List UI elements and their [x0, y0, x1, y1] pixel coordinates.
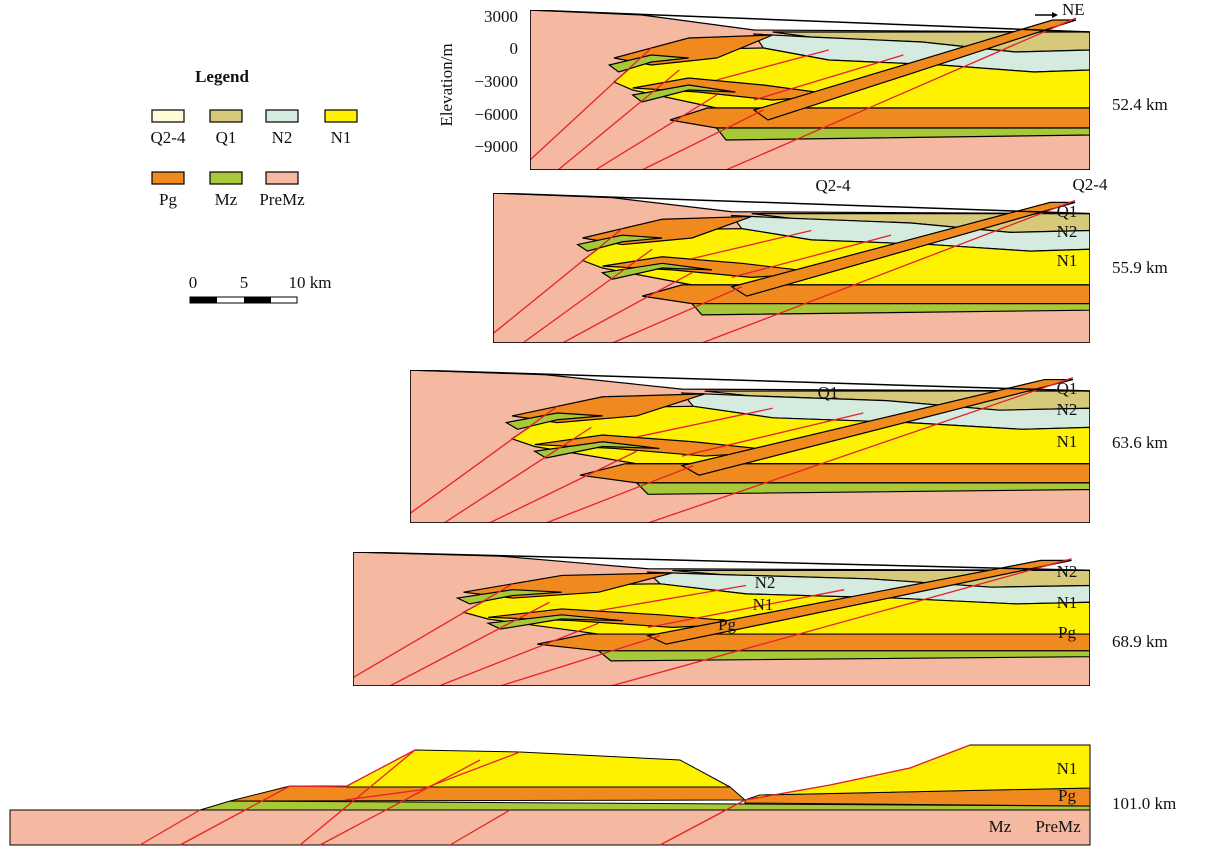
- legend-swatch: [152, 172, 184, 184]
- axis-tick: −6000: [474, 105, 518, 124]
- legend-swatch: [210, 172, 242, 184]
- scale-label: 0: [189, 273, 198, 292]
- unit-label: Mz: [989, 817, 1012, 836]
- unit-label: N2: [1057, 222, 1078, 241]
- legend-label: Q2-4: [151, 128, 186, 147]
- legend-swatch: [266, 110, 298, 122]
- legend-label: PreMz: [259, 190, 305, 209]
- unit-label: Q1: [1057, 379, 1078, 398]
- section-distance: 52.4 km: [1112, 95, 1168, 114]
- legend-label: N2: [272, 128, 293, 147]
- unit-label: Pg: [1058, 786, 1076, 805]
- legend-label: Q1: [216, 128, 237, 147]
- legend-swatch: [210, 110, 242, 122]
- direction-label: NE: [1062, 0, 1085, 19]
- legend-swatch: [152, 110, 184, 122]
- section-distance: 63.6 km: [1112, 433, 1168, 452]
- cross-section: [410, 370, 1090, 523]
- section-distance: 68.9 km: [1112, 632, 1168, 651]
- unit-label: N1: [753, 595, 774, 614]
- legend-label: Pg: [159, 190, 177, 209]
- cross-section: [10, 745, 1090, 845]
- unit-label: N1: [1057, 593, 1078, 612]
- section-distance: 101.0 km: [1112, 794, 1176, 813]
- section-distance: 55.9 km: [1112, 258, 1168, 277]
- scale-label: 10 km: [289, 273, 332, 292]
- unit-label: N2: [1057, 400, 1078, 419]
- axis-tick: 3000: [484, 7, 518, 26]
- unit-label: Q1: [818, 383, 839, 402]
- cross-section: [530, 10, 1090, 170]
- unit-label: N1: [1057, 251, 1078, 270]
- unit-label: N1: [1057, 759, 1078, 778]
- axis-tick: −9000: [474, 137, 518, 156]
- unit-label: N2: [1057, 562, 1078, 581]
- unit-label: Q2-4: [1073, 175, 1108, 194]
- arrow-head: [1052, 12, 1058, 18]
- unit-label: N1: [1057, 432, 1078, 451]
- legend-title: Legend: [195, 67, 249, 86]
- legend-swatch: [325, 110, 357, 122]
- scale-bar: [190, 297, 297, 303]
- scale-label: 5: [240, 273, 249, 292]
- unit-label: PreMz: [1035, 817, 1081, 836]
- axis-tick: −3000: [474, 72, 518, 91]
- axis-label: Elevation/m: [437, 43, 456, 126]
- unit-label: Q2-4: [816, 176, 851, 195]
- unit-label: Q1: [1057, 202, 1078, 221]
- legend-label: N1: [331, 128, 352, 147]
- diagram: Legend Q2-4 Q1 N2 N1 Pg Mz PreMz 0 5 10 …: [0, 0, 1216, 846]
- legend-label: Mz: [215, 190, 238, 209]
- cross-section: [493, 193, 1090, 343]
- unit-label: N2: [755, 573, 776, 592]
- unit-label: Pg: [718, 615, 736, 634]
- legend-swatch: [266, 172, 298, 184]
- unit-label: Pg: [1058, 623, 1076, 642]
- axis-tick: 0: [510, 39, 519, 58]
